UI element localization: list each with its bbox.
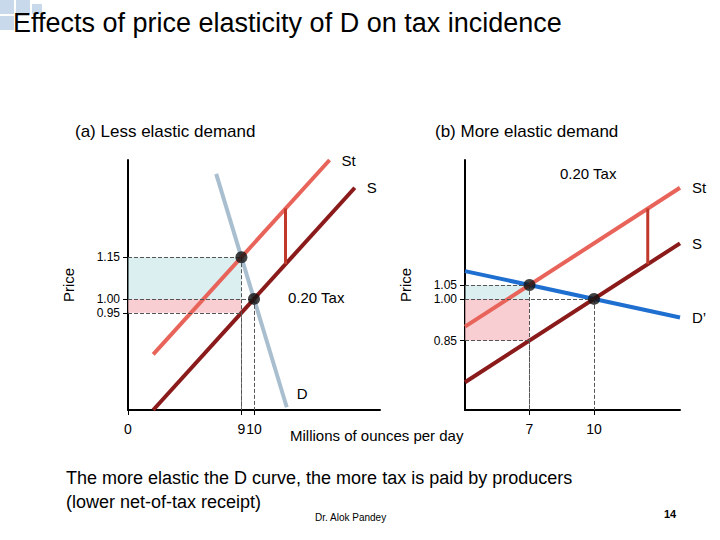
svg-text:Price: Price (60, 268, 77, 302)
svg-text:1.00: 1.00 (97, 292, 121, 306)
svg-text:1.15: 1.15 (97, 250, 121, 264)
svg-text:S: S (367, 179, 377, 196)
svg-text:0: 0 (124, 421, 132, 437)
svg-text:D’: D’ (692, 309, 706, 326)
svg-text:Price: Price (397, 268, 414, 302)
svg-text:S: S (692, 235, 702, 252)
svg-text:St: St (692, 179, 707, 196)
svg-text:10: 10 (586, 421, 602, 437)
svg-text:Effects of price elasticity of: Effects of price elasticity of D on tax … (13, 8, 562, 38)
svg-text:14: 14 (664, 508, 677, 520)
svg-text:(lower net-of-tax receipt): (lower net-of-tax receipt) (66, 492, 261, 512)
svg-text:9: 9 (238, 421, 246, 437)
svg-text:1.00: 1.00 (434, 292, 458, 306)
svg-text:1.05: 1.05 (434, 278, 458, 292)
svg-text:0.95: 0.95 (97, 306, 121, 320)
svg-text:Dr. Alok Pandey: Dr. Alok Pandey (315, 512, 386, 523)
svg-text:7: 7 (526, 421, 534, 437)
svg-text:Millions of ounces per day: Millions of ounces per day (290, 427, 464, 444)
svg-text:St: St (342, 152, 357, 169)
svg-text:(a) Less elastic demand: (a) Less elastic demand (75, 122, 255, 141)
svg-text:(b) More elastic demand: (b) More elastic demand (435, 122, 618, 141)
svg-text:0.20 Tax: 0.20 Tax (288, 289, 345, 306)
svg-text:The more elastic the D curve,: The more elastic the D curve, the more t… (66, 468, 572, 488)
svg-text:0.20 Tax: 0.20 Tax (560, 165, 617, 182)
svg-text:10: 10 (246, 421, 262, 437)
svg-text:0.85: 0.85 (434, 334, 458, 348)
svg-text:D: D (297, 385, 308, 402)
